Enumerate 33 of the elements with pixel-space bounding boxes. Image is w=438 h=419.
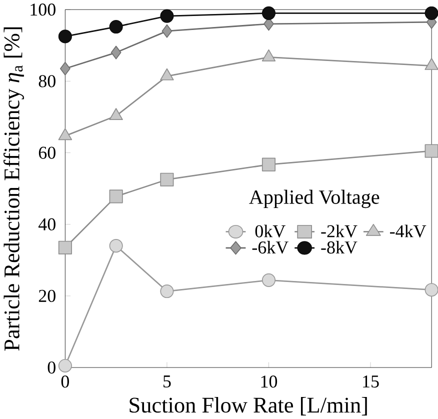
x-tick-label: 5 [164,376,171,388]
legend-label: -8kV [321,240,358,254]
x-tick-label: 15 [363,376,379,388]
point [109,239,123,253]
point [160,9,174,23]
y-tick-label: 100 [30,4,56,16]
y-tick-label: 60 [38,146,56,159]
y-tick-label: 40 [38,218,56,230]
y-axis-title: Particle Reduction Efficiency η$_{a}$ [%] [4,27,24,351]
point [262,158,276,172]
point [160,284,174,298]
legend-label: 0kV [255,224,286,238]
legend-label: -2kV [321,224,358,238]
point [262,6,276,20]
x-tick-label: 0 [61,376,69,388]
point [110,46,122,60]
x-axis-title: Suction Flow Rate [L/min] [130,397,367,416]
legend-label: -6kV [252,240,288,254]
point [262,273,276,287]
point [160,172,174,186]
point [58,358,72,373]
legend-label: -4kV [390,224,426,238]
y-tick-label: 20 [38,290,56,302]
point [58,240,72,254]
point [109,20,123,34]
y-tick-label: 80 [38,75,56,88]
legend-title: Applied Voltage [249,190,380,208]
point [60,62,70,76]
point [109,190,123,204]
x-tick-label: 10 [261,376,278,388]
y-tick-label: 0 [48,361,56,374]
point [58,30,72,44]
point [162,24,172,38]
